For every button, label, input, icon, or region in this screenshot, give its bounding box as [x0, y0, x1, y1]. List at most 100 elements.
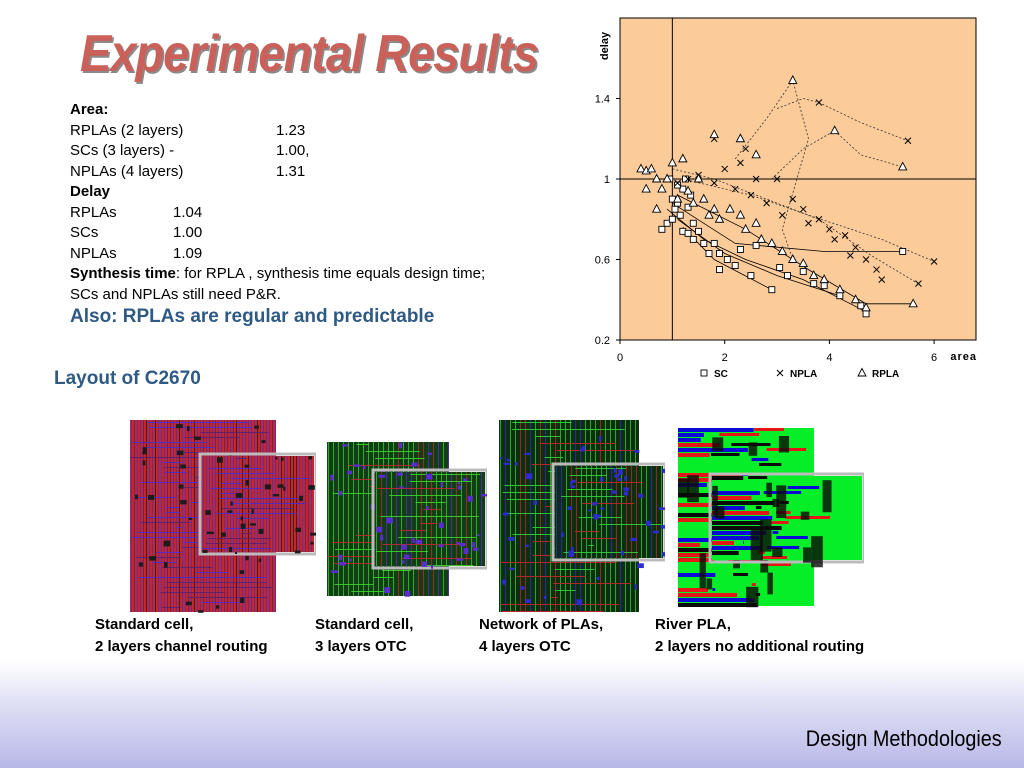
texture-hline	[146, 517, 205, 518]
texture-dot	[347, 470, 353, 475]
texture-dot	[623, 491, 628, 496]
texture-hline	[532, 527, 578, 528]
texture-vline	[197, 420, 198, 612]
x-tick-label: 4	[826, 352, 832, 364]
texture-dot	[240, 516, 244, 521]
texture-hline	[235, 458, 247, 459]
texture-hline	[561, 496, 625, 497]
data-point-npla	[852, 244, 859, 251]
texture-hline	[164, 472, 187, 473]
texture-dot	[614, 474, 620, 478]
synthesis-label: Synthesis time	[70, 265, 176, 282]
texture-dot	[438, 544, 444, 548]
texture-block	[772, 547, 783, 557]
texture-hline	[195, 477, 201, 478]
area-row-npla: NPLAs (4 layers) 1.31	[70, 162, 485, 183]
texture-band	[678, 583, 747, 587]
texture-band	[678, 538, 734, 542]
texture-hline	[582, 503, 635, 504]
texture-vline	[140, 420, 141, 612]
texture-hline	[130, 537, 252, 538]
texture-dot	[593, 514, 599, 520]
texture-hline	[351, 591, 387, 592]
texture-hline	[207, 538, 272, 539]
texture-dot	[142, 460, 146, 466]
texture-dot	[330, 474, 334, 481]
texture-vline	[170, 420, 171, 612]
texture-vline	[530, 420, 531, 612]
texture-block	[678, 478, 690, 498]
data-point-rpla	[798, 258, 808, 267]
texture-dot	[186, 426, 190, 432]
texture-hline	[415, 502, 446, 503]
texture-vline	[167, 420, 168, 612]
texture-vline	[224, 456, 225, 552]
texture-vline	[591, 466, 592, 558]
texture-band	[678, 568, 734, 572]
data-point-sc	[799, 268, 807, 276]
texture-vline	[520, 420, 521, 612]
texture-dot	[623, 487, 630, 491]
texture-hline	[230, 503, 306, 504]
caption-line-2: 3 layers OTC	[315, 638, 407, 655]
texture-band	[743, 468, 765, 471]
texture-vline	[209, 456, 210, 552]
texture-hline	[356, 444, 370, 445]
texture-dot	[216, 457, 223, 463]
texture-dot	[295, 527, 301, 533]
data-point-sc	[820, 282, 828, 290]
texture-dot	[463, 548, 469, 554]
texture-dot	[349, 558, 352, 562]
texture-dot	[308, 456, 312, 460]
texture-hline	[220, 493, 244, 494]
data-point-rpla	[751, 217, 761, 227]
texture-dot	[264, 484, 271, 490]
texture-band	[678, 458, 735, 462]
texture-dot	[568, 550, 575, 557]
data-point-npla	[747, 191, 755, 199]
texture-hline	[240, 533, 252, 534]
texture-block	[772, 498, 780, 508]
y-tick-label: 1.4	[595, 94, 610, 106]
texture-hline	[196, 572, 228, 573]
texture-dot	[163, 562, 168, 568]
data-point-sc	[689, 219, 697, 227]
texture-hline	[147, 422, 250, 423]
texture-vline	[348, 442, 349, 596]
texture-dot	[618, 469, 623, 475]
data-point-rpla	[756, 233, 767, 243]
texture-dot	[630, 537, 637, 542]
data-point-rpla	[829, 125, 840, 135]
texture-band	[678, 438, 701, 442]
data-point-rpla	[646, 163, 657, 173]
texture-dot	[502, 512, 509, 516]
data-point-sc	[857, 302, 865, 310]
texture-dot	[576, 599, 583, 606]
texture-dot	[638, 493, 644, 498]
texture-dot	[180, 500, 187, 505]
texture-dot	[240, 523, 246, 529]
texture-hline	[426, 565, 474, 566]
data-point-sc	[705, 250, 713, 257]
texture-hline	[400, 530, 426, 531]
texture-vline	[158, 420, 159, 612]
texture-dot	[148, 494, 155, 500]
texture-hline	[376, 488, 455, 489]
data-point-rpla	[683, 185, 693, 195]
texture-hline	[380, 516, 479, 517]
texture-dot	[411, 462, 418, 467]
texture-dot	[507, 458, 510, 462]
texture-vline	[451, 472, 452, 566]
data-point-npla	[773, 175, 781, 183]
data-point-sc	[810, 280, 818, 288]
data-point-sc	[695, 227, 702, 235]
texture-dot	[178, 484, 184, 489]
texture-band	[678, 598, 755, 602]
data-point-rpla	[714, 213, 725, 223]
texture-band	[712, 531, 767, 535]
texture-vline	[636, 466, 637, 558]
data-point-npla	[674, 179, 681, 187]
texture-dot	[457, 481, 461, 485]
texture-band	[678, 453, 710, 457]
texture-hline	[162, 567, 213, 568]
